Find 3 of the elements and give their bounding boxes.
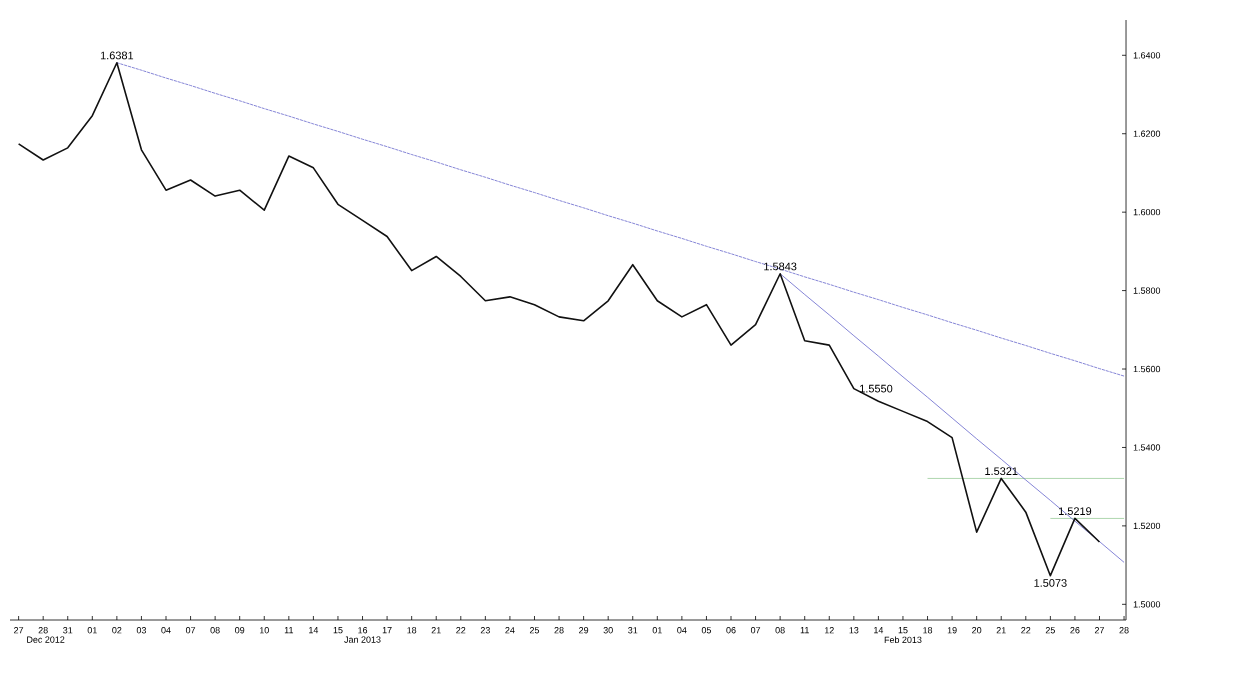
line-series <box>779 273 1125 563</box>
line-series <box>116 62 1125 377</box>
line-series <box>17 61 1101 577</box>
